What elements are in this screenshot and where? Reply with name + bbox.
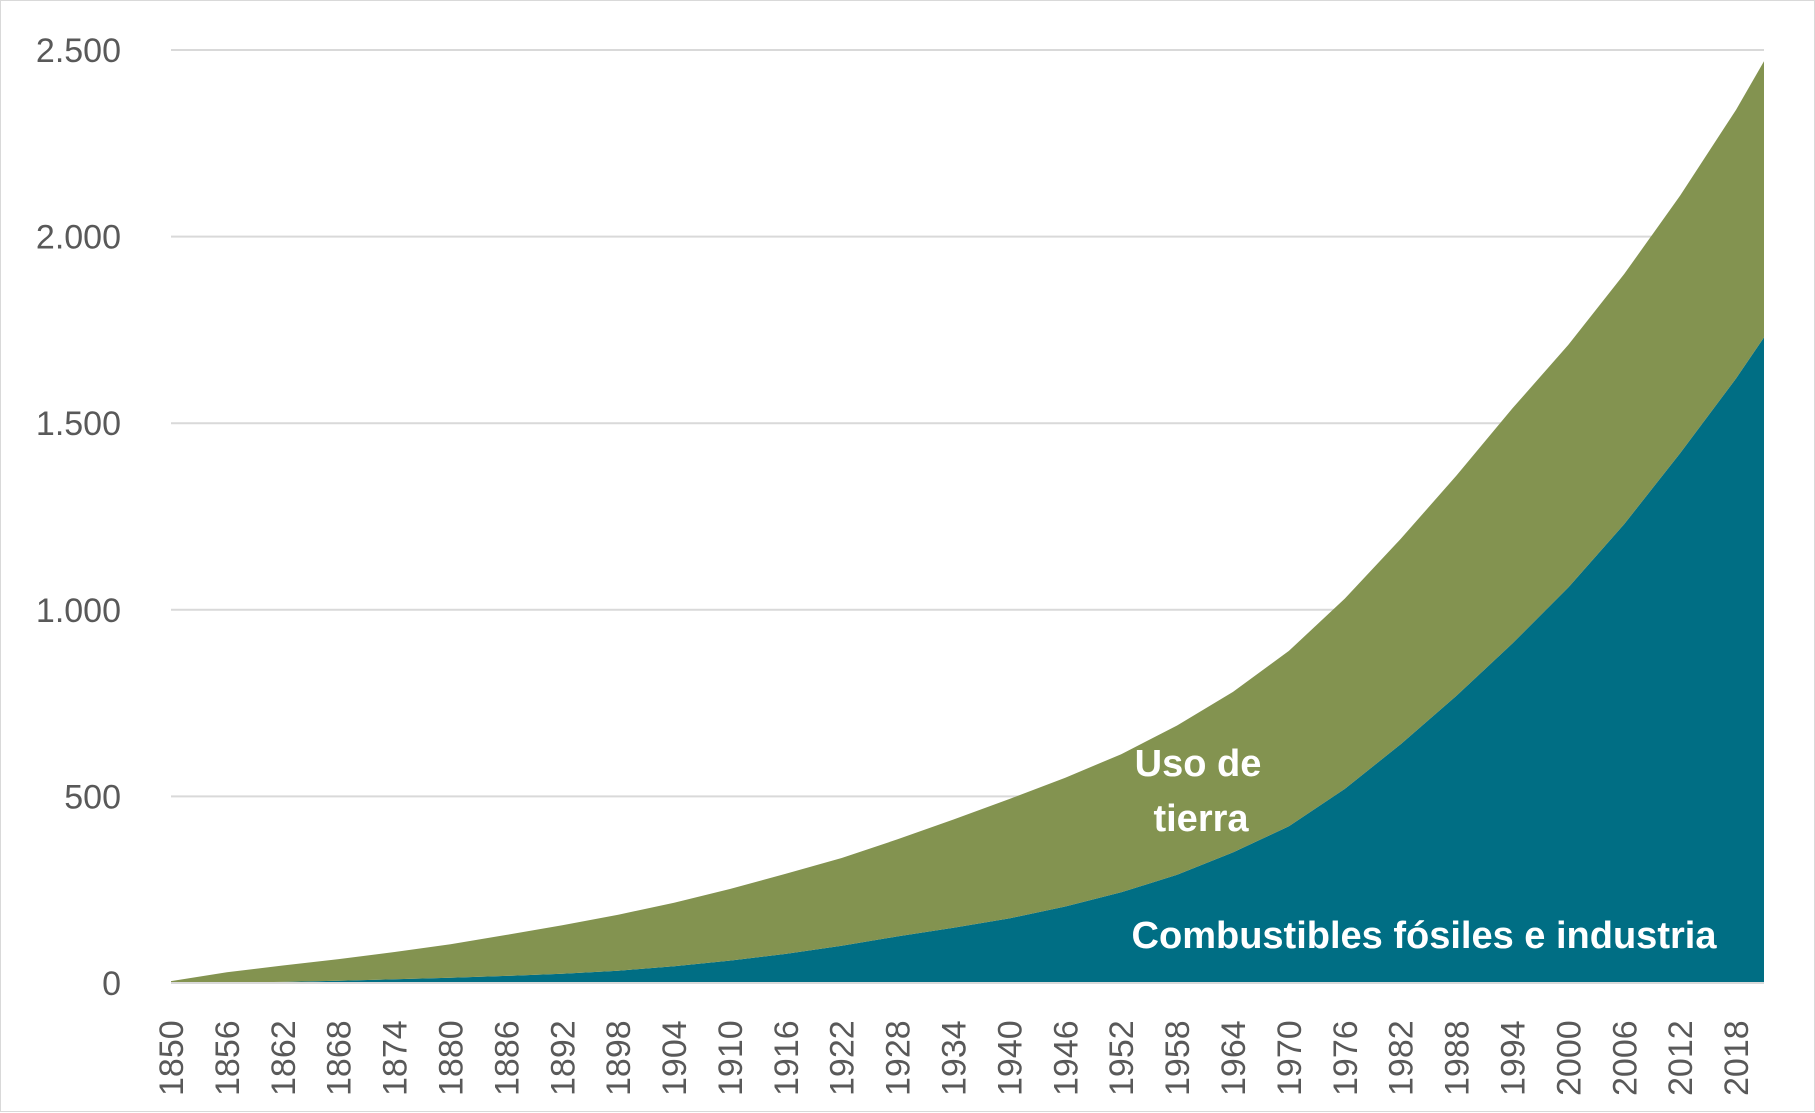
x-tick-label: 1994 bbox=[1495, 1020, 1533, 1096]
y-tick-label: 2.500 bbox=[36, 32, 121, 70]
x-tick-label: 2006 bbox=[1606, 1020, 1644, 1096]
y-tick-label: 1.000 bbox=[36, 592, 121, 630]
x-tick-label: 1976 bbox=[1327, 1020, 1365, 1096]
x-tick-label: 1874 bbox=[377, 1020, 415, 1096]
x-tick-label: 2012 bbox=[1662, 1020, 1700, 1096]
x-tick-label: 1868 bbox=[321, 1020, 359, 1096]
x-tick-label: 1922 bbox=[824, 1020, 862, 1096]
x-tick-label: 1886 bbox=[488, 1020, 526, 1096]
x-tick-label: 1946 bbox=[1047, 1020, 1085, 1096]
x-tick-label: 1934 bbox=[936, 1020, 974, 1096]
y-tick-label: 0 bbox=[102, 965, 121, 1003]
x-tick-label: 1916 bbox=[768, 1020, 806, 1096]
x-tick-label: 1928 bbox=[880, 1020, 918, 1096]
land-use-label-line1: Uso de bbox=[1135, 743, 1262, 785]
x-tick-label: 1880 bbox=[433, 1020, 471, 1096]
x-tick-label: 1940 bbox=[991, 1020, 1029, 1096]
x-tick-label: 1892 bbox=[544, 1020, 582, 1096]
x-axis-ticks: 1850 1856 1862 1868 1874 1880 1886 1892 1898 1904… bbox=[153, 1020, 1756, 1096]
fossil-industry-label: Combustibles fósiles e industria bbox=[1132, 915, 1718, 957]
x-tick-label: 1982 bbox=[1383, 1020, 1421, 1096]
y-tick-label: 1.500 bbox=[36, 405, 121, 443]
x-tick-label: 1850 bbox=[153, 1020, 191, 1096]
y-tick-label: 2.000 bbox=[36, 219, 121, 257]
area-series-land-use bbox=[171, 61, 1764, 983]
x-tick-label: 1910 bbox=[712, 1020, 750, 1096]
x-tick-label: 1856 bbox=[209, 1020, 247, 1096]
x-tick-label: 2000 bbox=[1550, 1020, 1588, 1096]
x-tick-label: 1988 bbox=[1439, 1020, 1477, 1096]
series-labels: Uso de tierra Combustibles fósiles e ind… bbox=[1132, 743, 1718, 957]
land-use-label-line2: tierra bbox=[1153, 798, 1249, 840]
x-tick-label: 2018 bbox=[1718, 1020, 1756, 1096]
y-axis-ticks: 0 500 1.000 1.500 2.000 2.500 bbox=[36, 32, 121, 1003]
x-tick-label: 1964 bbox=[1215, 1020, 1253, 1096]
x-tick-label: 1862 bbox=[265, 1020, 303, 1096]
x-tick-label: 1904 bbox=[656, 1020, 694, 1096]
x-tick-label: 1898 bbox=[600, 1020, 638, 1096]
x-tick-label: 1970 bbox=[1271, 1020, 1309, 1096]
x-tick-label: 1958 bbox=[1159, 1020, 1197, 1096]
plot-areas bbox=[171, 61, 1764, 984]
y-tick-label: 500 bbox=[64, 778, 121, 816]
area-series-fossil-industry bbox=[171, 337, 1764, 983]
x-tick-label: 1952 bbox=[1103, 1020, 1141, 1096]
